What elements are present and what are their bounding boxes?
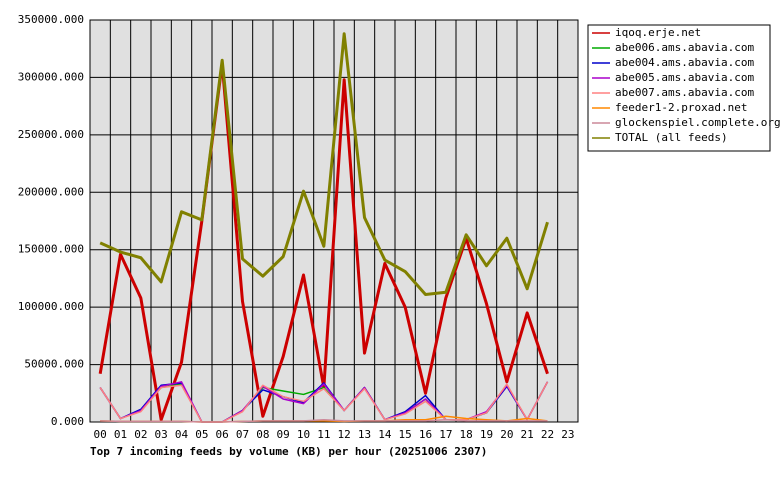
x-tick-label: 20 [500,428,513,441]
series-line [99,381,549,423]
x-tick-label: 03 [155,428,168,441]
x-tick-label: 17 [439,428,452,441]
x-tick-label: 04 [175,428,189,441]
x-tick-label: 22 [541,428,554,441]
y-tick-label: 250000.000 [18,128,84,141]
x-tick-label: 15 [399,428,412,441]
x-tick-label: 13 [358,428,371,441]
x-tick-label: 08 [256,428,269,441]
legend-label: iqoq.erje.net [615,26,701,39]
x-tick-label: 06 [216,428,229,441]
x-tick-label: 10 [297,428,310,441]
chart-title: Top 7 incoming feeds by volume (KB) per … [90,445,487,458]
y-tick-label: 350000.000 [18,13,84,26]
x-tick-label: 01 [114,428,127,441]
x-tick-label: 02 [134,428,147,441]
x-tick-label: 07 [236,428,249,441]
legend-label: abe005.ams.abavia.com [615,71,754,84]
legend-label: abe004.ams.abavia.com [615,56,754,69]
legend-label: abe006.ams.abavia.com [615,41,754,54]
y-tick-label: 200000.000 [18,185,84,198]
x-tick-label: 09 [277,428,290,441]
y-tick-label: 100000.000 [18,300,84,313]
x-tick-label: 05 [195,428,208,441]
x-tick-label: 19 [480,428,493,441]
y-tick-label: 150000.000 [18,243,84,256]
x-tick-label: 12 [338,428,351,441]
x-tick-label: 16 [419,428,432,441]
x-tick-label: 23 [561,428,574,441]
y-tick-label: 300000.000 [18,70,84,83]
legend-label: TOTAL (all feeds) [615,131,728,144]
y-tick-label: 50000.000 [24,358,84,371]
legend-label: feeder1-2.proxad.net [615,101,747,114]
series-line [100,418,548,423]
series-line [99,32,549,297]
legend-label: abe007.ams.abavia.com [615,86,754,99]
x-tick-label: 11 [317,428,330,441]
x-tick-label: 18 [460,428,473,441]
y-tick-label: 0.000 [51,415,84,428]
x-tick-label: 21 [521,428,534,441]
legend-box [587,24,771,152]
x-tick-label: 00 [94,428,107,441]
legend-label: glockenspiel.complete.org [615,116,780,129]
x-tick-label: 14 [378,428,392,441]
